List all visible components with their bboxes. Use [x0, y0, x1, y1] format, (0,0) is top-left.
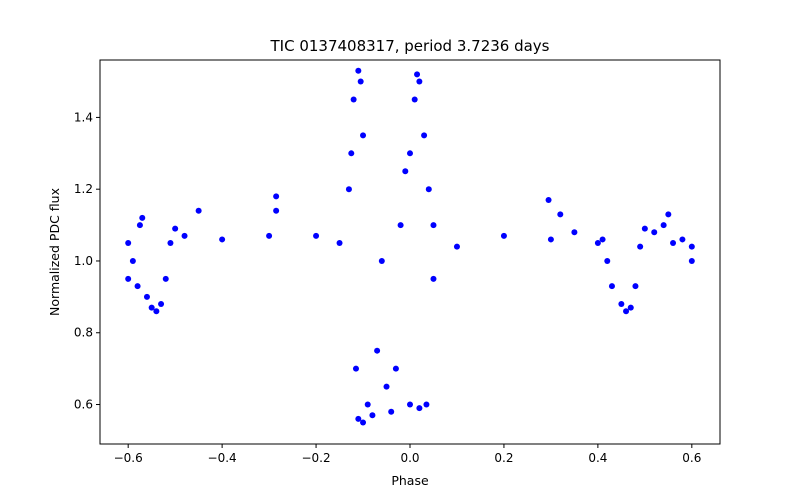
- y-tick-label: 1.0: [74, 254, 93, 268]
- data-point: [125, 275, 132, 282]
- data-point: [134, 283, 141, 290]
- data-point: [143, 293, 150, 300]
- data-point: [416, 405, 423, 412]
- data-point: [670, 240, 677, 247]
- data-point: [336, 240, 343, 247]
- data-point: [172, 225, 179, 232]
- data-point: [627, 304, 634, 311]
- data-point: [181, 232, 188, 239]
- data-point: [153, 308, 160, 315]
- data-point: [679, 236, 686, 243]
- data-point: [618, 301, 625, 308]
- data-point: [608, 283, 615, 290]
- y-tick-label: 1.2: [74, 182, 93, 196]
- data-point: [407, 401, 413, 408]
- x-axis-label: Phase: [391, 473, 429, 488]
- data-point: [430, 275, 437, 282]
- data-point: [357, 78, 364, 85]
- data-point: [632, 283, 639, 290]
- data-point: [414, 71, 421, 78]
- data-point: [421, 132, 428, 139]
- data-point: [411, 96, 418, 103]
- data-point: [402, 168, 409, 175]
- data-point: [167, 240, 174, 247]
- x-tick-label: −0.2: [301, 451, 330, 465]
- data-point: [148, 304, 155, 311]
- data-point: [348, 150, 355, 157]
- data-point: [388, 408, 395, 415]
- data-point: [651, 229, 658, 236]
- data-point: [425, 186, 432, 193]
- data-point: [594, 240, 601, 247]
- data-point: [392, 365, 399, 372]
- data-point: [545, 196, 552, 203]
- data-point: [637, 243, 644, 250]
- data-points: [125, 67, 695, 426]
- data-point: [355, 415, 362, 422]
- data-point: [547, 236, 554, 243]
- data-point: [688, 257, 695, 264]
- y-axis: 0.6 0.8 1.0 1.2 1.4: [74, 110, 100, 412]
- data-point: [599, 236, 606, 243]
- y-axis-label: Normalized PDC flux: [47, 188, 62, 316]
- data-point: [623, 308, 630, 315]
- x-tick-label: 0.6: [682, 451, 701, 465]
- data-point: [500, 232, 507, 239]
- data-point: [604, 257, 611, 264]
- data-point: [355, 67, 362, 74]
- data-point: [125, 240, 132, 247]
- x-tick-label: −0.6: [114, 451, 143, 465]
- data-point: [374, 347, 381, 354]
- data-point: [571, 229, 578, 236]
- x-tick-label: 0.2: [494, 451, 513, 465]
- data-point: [665, 211, 672, 218]
- y-tick-label: 0.8: [74, 326, 93, 340]
- data-point: [423, 401, 430, 408]
- x-axis: −0.6 −0.4 −0.2 0.0 0.2 0.4 0.6: [114, 444, 701, 465]
- data-point: [273, 207, 280, 214]
- data-point: [430, 222, 437, 229]
- data-point: [364, 401, 371, 408]
- data-point: [369, 412, 376, 419]
- data-point: [139, 214, 146, 221]
- y-tick-label: 1.4: [74, 110, 93, 124]
- data-point: [136, 222, 143, 229]
- data-point: [383, 383, 390, 390]
- data-point: [313, 232, 320, 239]
- data-point: [360, 419, 367, 426]
- data-point: [557, 211, 564, 218]
- data-point: [416, 78, 423, 85]
- data-point: [158, 301, 165, 308]
- data-point: [162, 275, 169, 282]
- data-point: [378, 257, 385, 264]
- data-point: [453, 243, 460, 250]
- data-point: [350, 96, 357, 103]
- y-tick-label: 0.6: [74, 398, 93, 412]
- x-tick-label: 0.4: [588, 451, 607, 465]
- data-point: [195, 207, 202, 214]
- data-point: [397, 222, 404, 229]
- data-point: [219, 236, 226, 243]
- data-point: [407, 150, 413, 157]
- x-tick-label: −0.4: [208, 451, 237, 465]
- data-point: [266, 232, 273, 239]
- data-point: [688, 243, 695, 250]
- chart-title: TIC 0137408317, period 3.7236 days: [269, 37, 549, 55]
- data-point: [129, 257, 136, 264]
- data-point: [345, 186, 352, 193]
- data-point: [352, 365, 359, 372]
- x-tick-label: 0.0: [400, 451, 419, 465]
- data-point: [360, 132, 367, 139]
- data-point: [273, 193, 280, 200]
- data-point: [641, 225, 648, 232]
- data-point: [660, 222, 667, 229]
